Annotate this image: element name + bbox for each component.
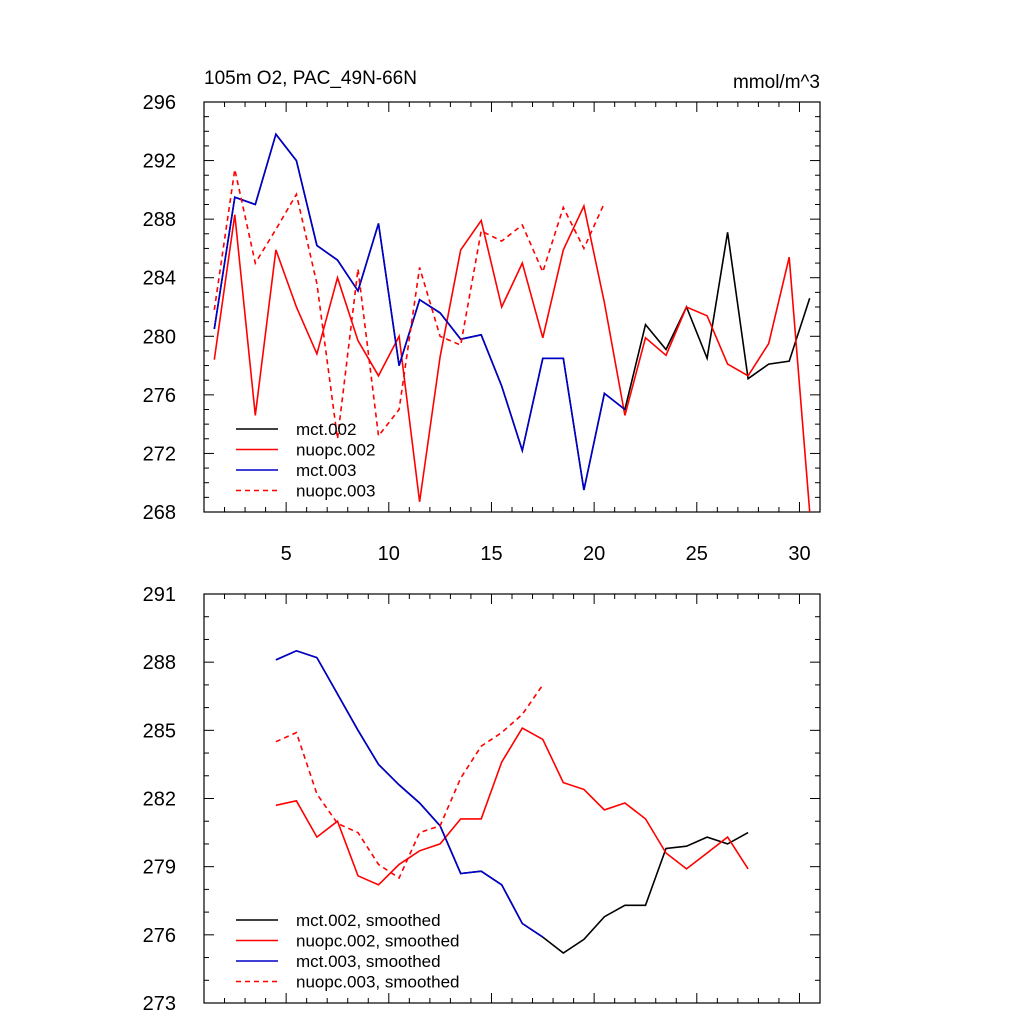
x-tick-label: 5 (281, 543, 292, 565)
series-line-mct-002-smoothed (275, 649, 749, 954)
legend-label: nuopc.002 (296, 441, 375, 460)
bottom-panel: 273 276 279 282 285 288 291 mct.002, smoothed nu… (143, 584, 821, 1015)
legend-label: mct.003 (296, 461, 356, 480)
legend-label: nuopc.003 (296, 482, 375, 501)
y-tick-label: 282 (143, 789, 176, 811)
y-tick-label: 291 (143, 584, 176, 606)
y-tick-label: 279 (143, 857, 176, 879)
x-tick-label: 15 (480, 543, 502, 565)
series-line-nuopc-003 (213, 169, 606, 439)
units-label: mmol/m^3 (733, 72, 820, 93)
chart-title: 105m O2, PAC_49N-66N (204, 68, 417, 89)
y-tick-label: 268 (143, 502, 176, 524)
x-tick-label: 10 (378, 543, 400, 565)
legend-label: mct.002 (296, 420, 356, 439)
y-tick-label: 288 (143, 652, 176, 674)
y-tick-label: 272 (143, 443, 176, 465)
x-tick-label: 30 (788, 543, 810, 565)
x-tick-label: 20 (583, 543, 605, 565)
series-line-mct-003-smoothed (275, 649, 544, 938)
y-tick-label: 280 (143, 326, 176, 348)
series-line-nuopc-002 (213, 203, 811, 513)
y-tick-label: 288 (143, 209, 176, 231)
y-tick-label: 285 (143, 720, 176, 742)
y-tick-label: 284 (143, 268, 176, 290)
series-line-nuopc-002-smoothed (275, 727, 749, 886)
legend-label: mct.003, smoothed (296, 952, 441, 971)
legend-label: mct.002, smoothed (296, 911, 441, 930)
y-tick-label: 296 (143, 92, 176, 114)
y-tick-label: 276 (143, 925, 176, 947)
series-line-nuopc-003-smoothed (275, 684, 544, 880)
legend-label: nuopc.002, smoothed (296, 932, 460, 951)
top-panel: 268 272 276 280 284 288 292 296 5 10 15 20 25 30 105m … (143, 68, 821, 565)
x-tick-label: 25 (686, 543, 708, 565)
legend-label: nuopc.003, smoothed (296, 973, 460, 992)
series-line-mct-003 (213, 132, 626, 491)
y-tick-label: 273 (143, 993, 176, 1015)
y-tick-label: 276 (143, 385, 176, 407)
y-tick-label: 292 (143, 151, 176, 173)
